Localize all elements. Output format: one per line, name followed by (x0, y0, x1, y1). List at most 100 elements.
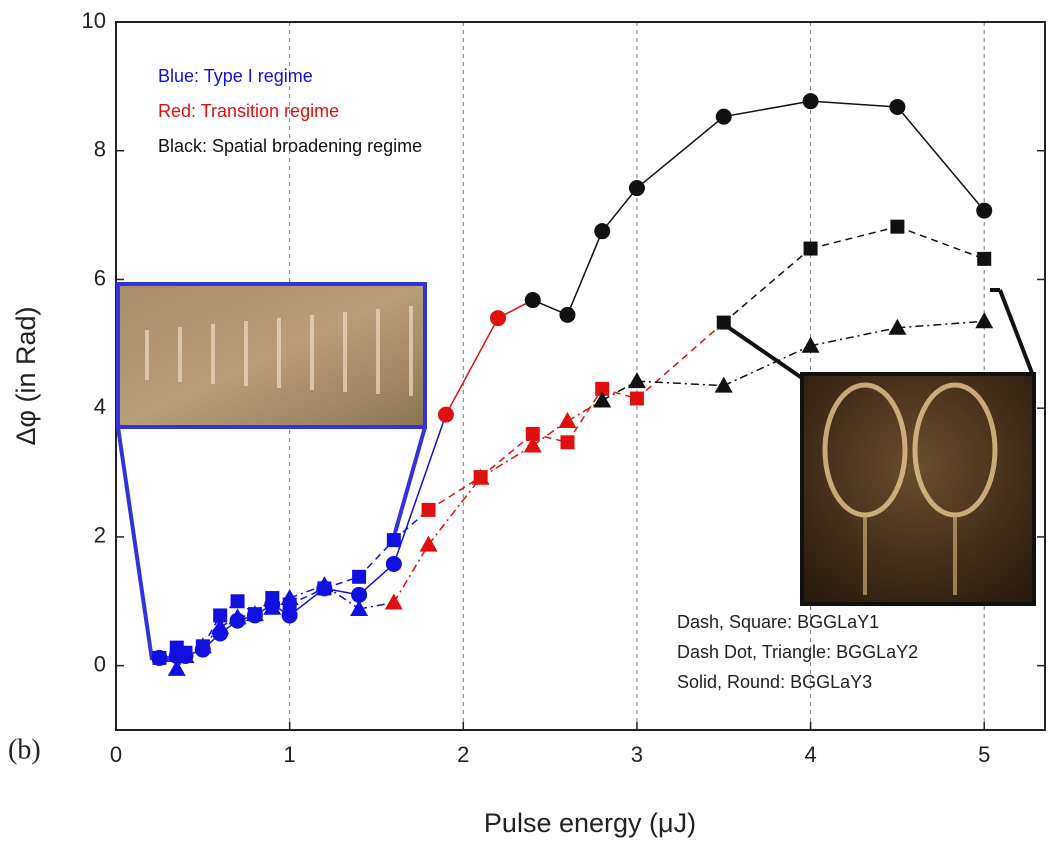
circle-marker (385, 555, 402, 572)
photo-streak (409, 306, 413, 396)
series-segment (601, 380, 638, 402)
photo-streak (376, 309, 380, 394)
series-segment (723, 345, 811, 387)
circle-marker (976, 202, 993, 219)
circle-marker (246, 607, 263, 624)
square-marker (716, 315, 731, 330)
x-tick-label: 2 (457, 742, 469, 767)
y-axis-title: Δφ (in Rad) (11, 306, 41, 445)
y-tick-label: 8 (94, 137, 106, 162)
circle-marker (889, 98, 906, 115)
triangle-marker (350, 599, 369, 616)
square-marker (525, 426, 540, 441)
x-tick-label: 0 (110, 742, 122, 767)
series-segment (810, 326, 898, 347)
triangle-marker (975, 312, 994, 329)
legend-entry: Solid, Round: BGGLaY3 (677, 672, 872, 692)
circle-marker (559, 306, 576, 323)
square-marker (629, 391, 644, 406)
series-segment (601, 187, 638, 232)
triangle-marker (280, 589, 299, 606)
circle-marker (212, 625, 229, 642)
series-segment (897, 320, 985, 329)
series-segment (358, 601, 394, 610)
photo-streak (343, 312, 347, 392)
circle-marker (437, 406, 454, 423)
series-segment (636, 116, 725, 189)
x-tick-label: 1 (284, 742, 296, 767)
y-tick-label: 10 (82, 8, 106, 33)
connector (720, 321, 804, 380)
photo-streak (211, 324, 215, 384)
series-segment (723, 100, 811, 118)
circle-marker (177, 647, 194, 664)
connector (391, 426, 427, 541)
circle-marker (151, 649, 168, 666)
series-segment (723, 247, 812, 324)
square-marker (595, 381, 610, 396)
photo-streak (244, 321, 248, 386)
inset-photo (116, 282, 427, 429)
y-tick-label: 0 (94, 651, 106, 676)
circle-marker (715, 108, 732, 125)
square-marker (421, 502, 436, 517)
triangle-marker (558, 412, 577, 429)
square-marker (560, 435, 575, 450)
series-segment (566, 230, 603, 316)
triangle-marker (384, 593, 403, 610)
inset-photo (800, 372, 1036, 606)
photo-streak (145, 330, 149, 380)
triangle-marker (167, 659, 186, 676)
series-segment (427, 477, 482, 546)
photo-streak (277, 318, 281, 388)
connector (998, 289, 1034, 374)
circle-marker (264, 596, 281, 613)
panel-label: (b) (8, 734, 41, 765)
series-segment (393, 414, 447, 565)
y-tick-label: 2 (94, 523, 106, 548)
series-segment (897, 225, 985, 260)
circle-marker (802, 93, 819, 110)
circle-marker (194, 641, 211, 658)
series-segment (532, 420, 568, 447)
x-axis-title: Pulse energy (μJ) (484, 808, 696, 838)
circle-marker (524, 292, 541, 309)
series-segment (636, 380, 724, 387)
series-segment (810, 225, 898, 250)
square-marker (230, 594, 245, 609)
square-marker (890, 219, 905, 234)
series-segment (636, 322, 725, 400)
square-marker (352, 569, 367, 584)
series-segment (896, 106, 985, 212)
triangle-marker (523, 436, 542, 453)
circle-marker (351, 586, 368, 603)
series-segment (566, 388, 603, 443)
photo-streak (178, 327, 182, 382)
x-tick-label: 5 (978, 742, 990, 767)
series-segment (567, 399, 603, 422)
legend-entry: Dash Dot, Triangle: BGGLaY2 (677, 642, 918, 662)
series-segment (393, 544, 430, 603)
series-segment (810, 100, 898, 108)
square-marker (213, 608, 228, 623)
regime-note: Black: Spatial broadening regime (158, 136, 422, 156)
square-marker (386, 533, 401, 548)
circle-marker (281, 607, 298, 624)
circle-marker (490, 310, 507, 327)
triangle-marker (471, 468, 490, 485)
square-marker (977, 251, 992, 266)
triangle-marker (419, 535, 438, 552)
circle-marker (229, 612, 246, 629)
triangle-marker (593, 391, 612, 408)
triangle-marker (714, 376, 733, 393)
y-tick-label: 6 (94, 265, 106, 290)
connector (116, 426, 154, 661)
x-tick-label: 4 (804, 742, 816, 767)
circle-marker (628, 180, 645, 197)
legend-entry: Dash, Square: BGGLaY1 (677, 612, 879, 632)
series-segment (480, 444, 534, 479)
series-segment (445, 317, 499, 415)
photo-streak (310, 315, 314, 390)
